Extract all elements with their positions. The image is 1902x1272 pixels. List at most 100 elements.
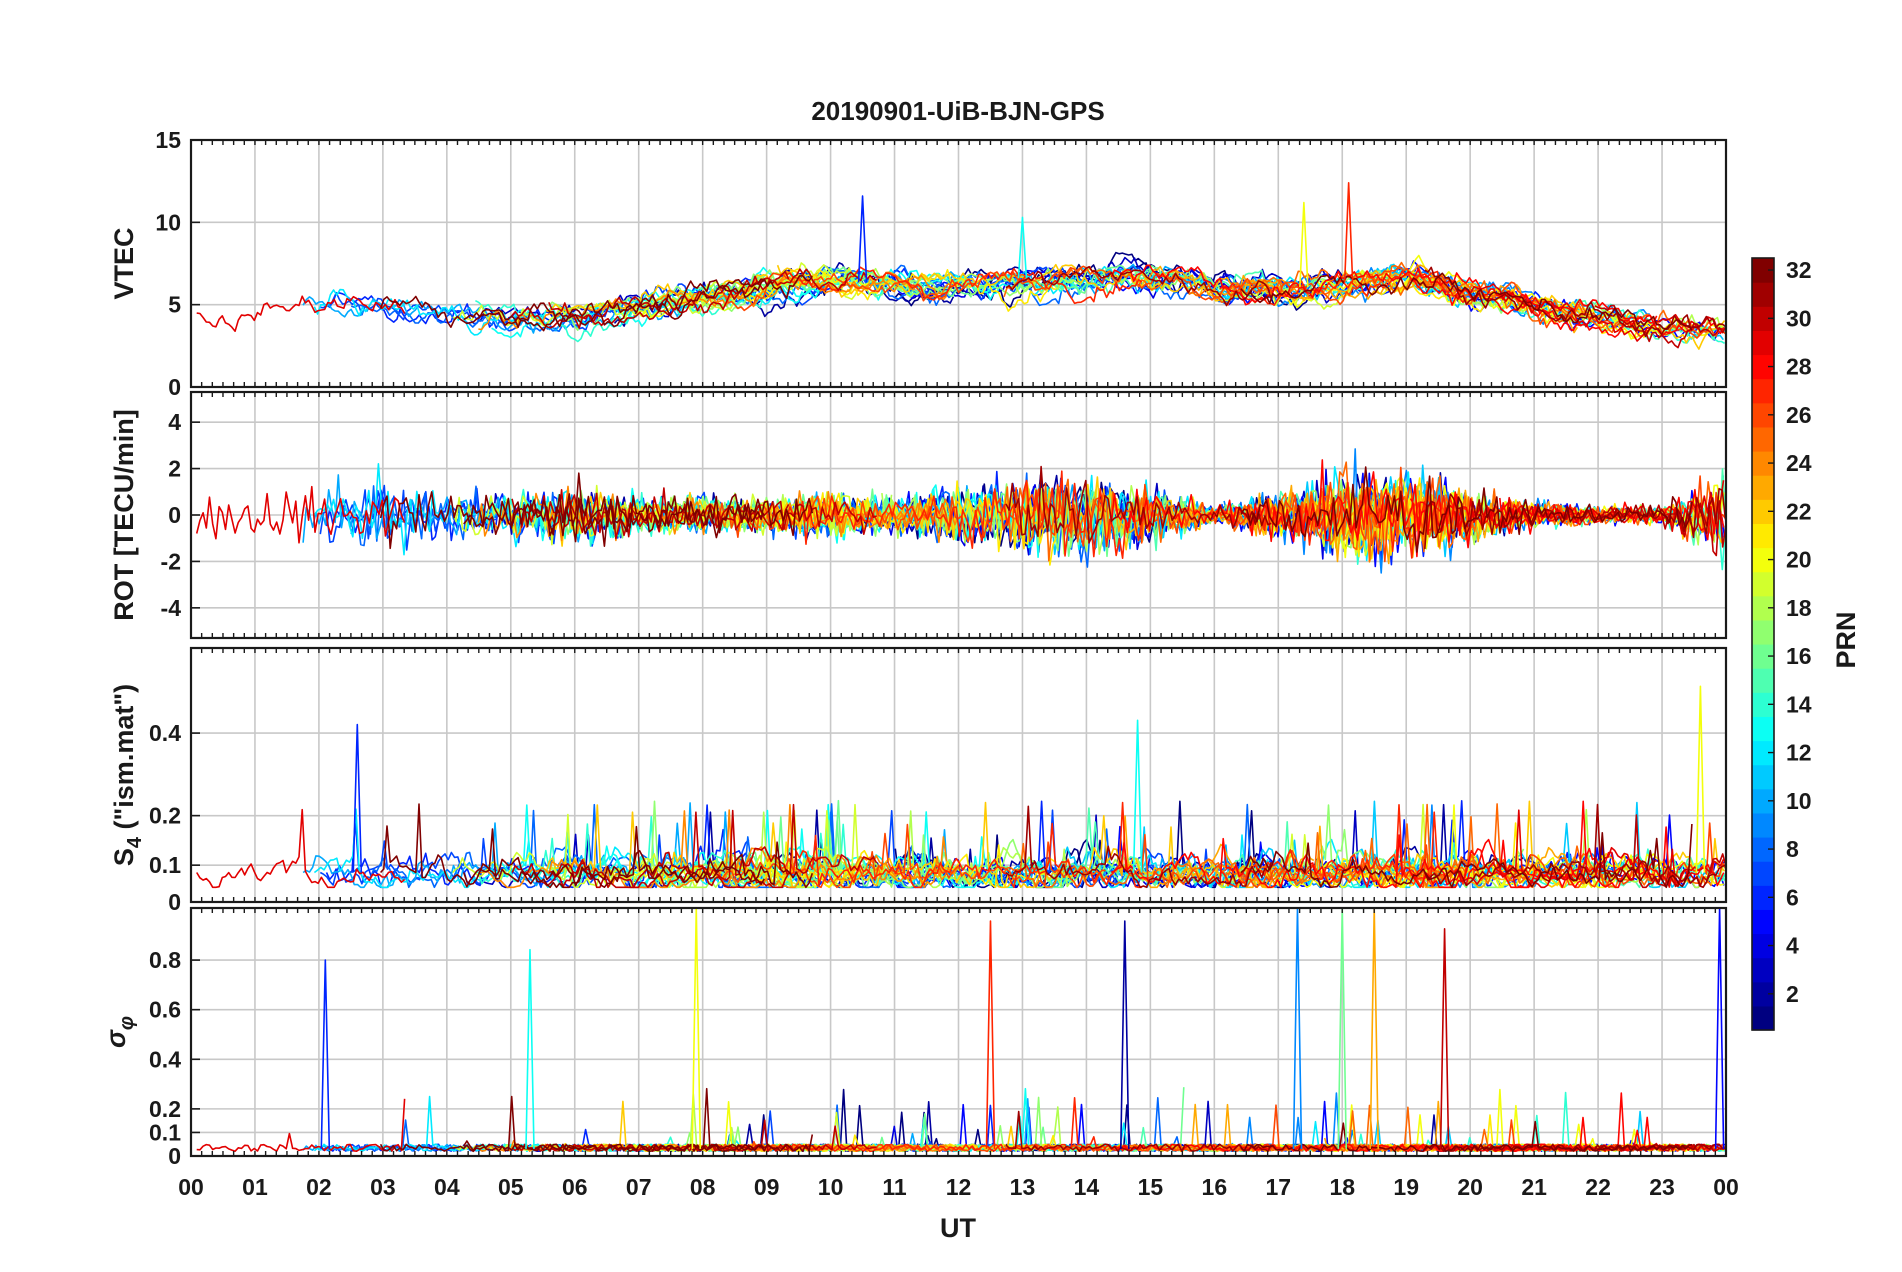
colorbar-tick-label: 8 — [1786, 836, 1799, 862]
peak-sigma_phi — [985, 920, 996, 1149]
colorbar-swatch — [1752, 764, 1774, 790]
x-tick-label: 00 — [178, 1174, 204, 1200]
colorbar-swatch — [1752, 1005, 1774, 1031]
trace-prn-27 — [786, 801, 1142, 889]
colorbar-tick-label: 2 — [1786, 981, 1799, 1007]
y-tick-label: 0.8 — [149, 947, 181, 973]
y-axis-label-sigma_phi: σφ — [101, 1016, 138, 1048]
trace-prn-22 — [777, 476, 1284, 551]
trace-prn-30 — [548, 487, 790, 540]
colorbar-swatch — [1752, 861, 1774, 886]
colorbar-tick-label: 20 — [1786, 547, 1812, 573]
y-tick-label: 5 — [168, 292, 181, 318]
colorbar-tick-label: 18 — [1786, 595, 1812, 621]
trace-prn-32 — [1240, 1120, 1692, 1153]
x-tick-label: 23 — [1649, 1174, 1675, 1200]
colorbar-swatch — [1752, 957, 1774, 983]
traces-vtec — [196, 251, 1726, 350]
x-tick-label: 13 — [1010, 1174, 1036, 1200]
x-tick-label: 09 — [754, 1174, 780, 1200]
colorbar-tick-label: 4 — [1786, 933, 1799, 959]
y-axis-label-vtec: VTEC — [109, 227, 139, 299]
y-tick-label: 0 — [168, 1143, 181, 1169]
trace-prn-32 — [1240, 466, 1693, 553]
grid-vtec — [191, 140, 1726, 387]
trace-prn-16 — [709, 1087, 1185, 1153]
trace-prn-24 — [477, 1139, 959, 1152]
trace-prn-30 — [511, 268, 877, 329]
trace-prn-26 — [718, 265, 1107, 312]
x-axis: UT 00 01 02 03 04 05 06 07 08 09 10 11 12 13 14 15 16 17 1… — [178, 1174, 1739, 1243]
x-tick-label: 15 — [1138, 1174, 1164, 1200]
trace-prn-32 — [379, 275, 813, 329]
colorbar-swatch — [1752, 619, 1774, 645]
trace-prn-29 — [196, 808, 406, 889]
x-tick-label: 18 — [1329, 1174, 1355, 1200]
trace-prn-24 — [478, 275, 959, 331]
trace-prn-31 — [1424, 487, 1726, 549]
trace-prn-32 — [380, 803, 814, 889]
x-tick-label: 11 — [882, 1174, 907, 1200]
trace-prn-32 — [463, 278, 765, 332]
colorbar-frame — [1751, 257, 1775, 1031]
trace-prn-31 — [1424, 803, 1726, 889]
colorbar-label: PRN — [1831, 611, 1861, 668]
trace-prn-32 — [463, 493, 765, 543]
y-tick-label: 0 — [168, 374, 181, 400]
y-tick-label: 0.2 — [149, 803, 181, 829]
trace-prn-29 — [196, 295, 406, 332]
trace-prn-31 — [1005, 465, 1272, 544]
trace-prn-30 — [548, 811, 790, 889]
y-tick-label: 0 — [168, 502, 181, 528]
trace-prn-19 — [452, 810, 856, 889]
colorbar-swatch — [1752, 837, 1774, 862]
colorbar-swatch — [1752, 909, 1774, 935]
colorbar-tick-label: 12 — [1786, 740, 1812, 766]
colorbar-swatch — [1752, 475, 1774, 500]
trace-prn-18 — [881, 810, 1142, 889]
trace-prn-25 — [1003, 461, 1475, 562]
colorbar-swatch — [1752, 812, 1774, 838]
trace-prn-25 — [1003, 267, 1475, 306]
colorbar-swatch — [1752, 378, 1774, 404]
x-tick-label: 05 — [498, 1174, 524, 1200]
x-tick-label: 12 — [946, 1174, 972, 1200]
minor-ticks-vtec — [190, 140, 1727, 387]
trace-prn-18 — [1448, 808, 1725, 889]
trace-prn-32 — [463, 1087, 765, 1152]
colorbar-swatch — [1752, 282, 1774, 307]
y-tick-label: 0.2 — [149, 1096, 181, 1122]
colorbar-swatch — [1752, 716, 1774, 742]
trace-prn-32 — [462, 828, 765, 888]
colorbar-swatch — [1752, 740, 1774, 766]
trace-prn-26 — [1138, 833, 1446, 889]
x-tick-label: 21 — [1521, 1174, 1547, 1200]
trace-prn-29 — [195, 485, 406, 544]
trace-prn-28 — [1110, 459, 1583, 543]
y-tick-label: -4 — [161, 595, 182, 621]
x-tick-label: 19 — [1393, 1174, 1419, 1200]
trace-prn-25 — [1416, 263, 1712, 336]
colorbar-swatch — [1752, 788, 1774, 814]
colorbar-swatch — [1752, 595, 1774, 621]
colorbar-swatch — [1752, 330, 1774, 356]
trace-prn-32 — [379, 472, 814, 550]
colorbar-swatch — [1752, 644, 1774, 669]
peak-vtec — [1343, 182, 1354, 283]
trace-prn-12 — [313, 1095, 821, 1153]
colorbar-swatch — [1752, 258, 1774, 283]
colorbar-tick-label: 32 — [1786, 257, 1812, 283]
trace-prn-31 — [1424, 266, 1726, 338]
x-tick-label: 20 — [1457, 1174, 1483, 1200]
colorbar-swatch — [1752, 426, 1774, 452]
trace-prn-26 — [1137, 1104, 1447, 1152]
peak-sigma_phi — [1337, 908, 1348, 1149]
y-tick-label: 0.4 — [149, 1046, 181, 1072]
x-tick-label: 14 — [1074, 1174, 1100, 1200]
x-tick-label: 07 — [626, 1174, 652, 1200]
x-axis-label: UT — [940, 1213, 976, 1243]
traces-rot — [195, 448, 1726, 574]
trace-prn-13 — [491, 804, 867, 889]
